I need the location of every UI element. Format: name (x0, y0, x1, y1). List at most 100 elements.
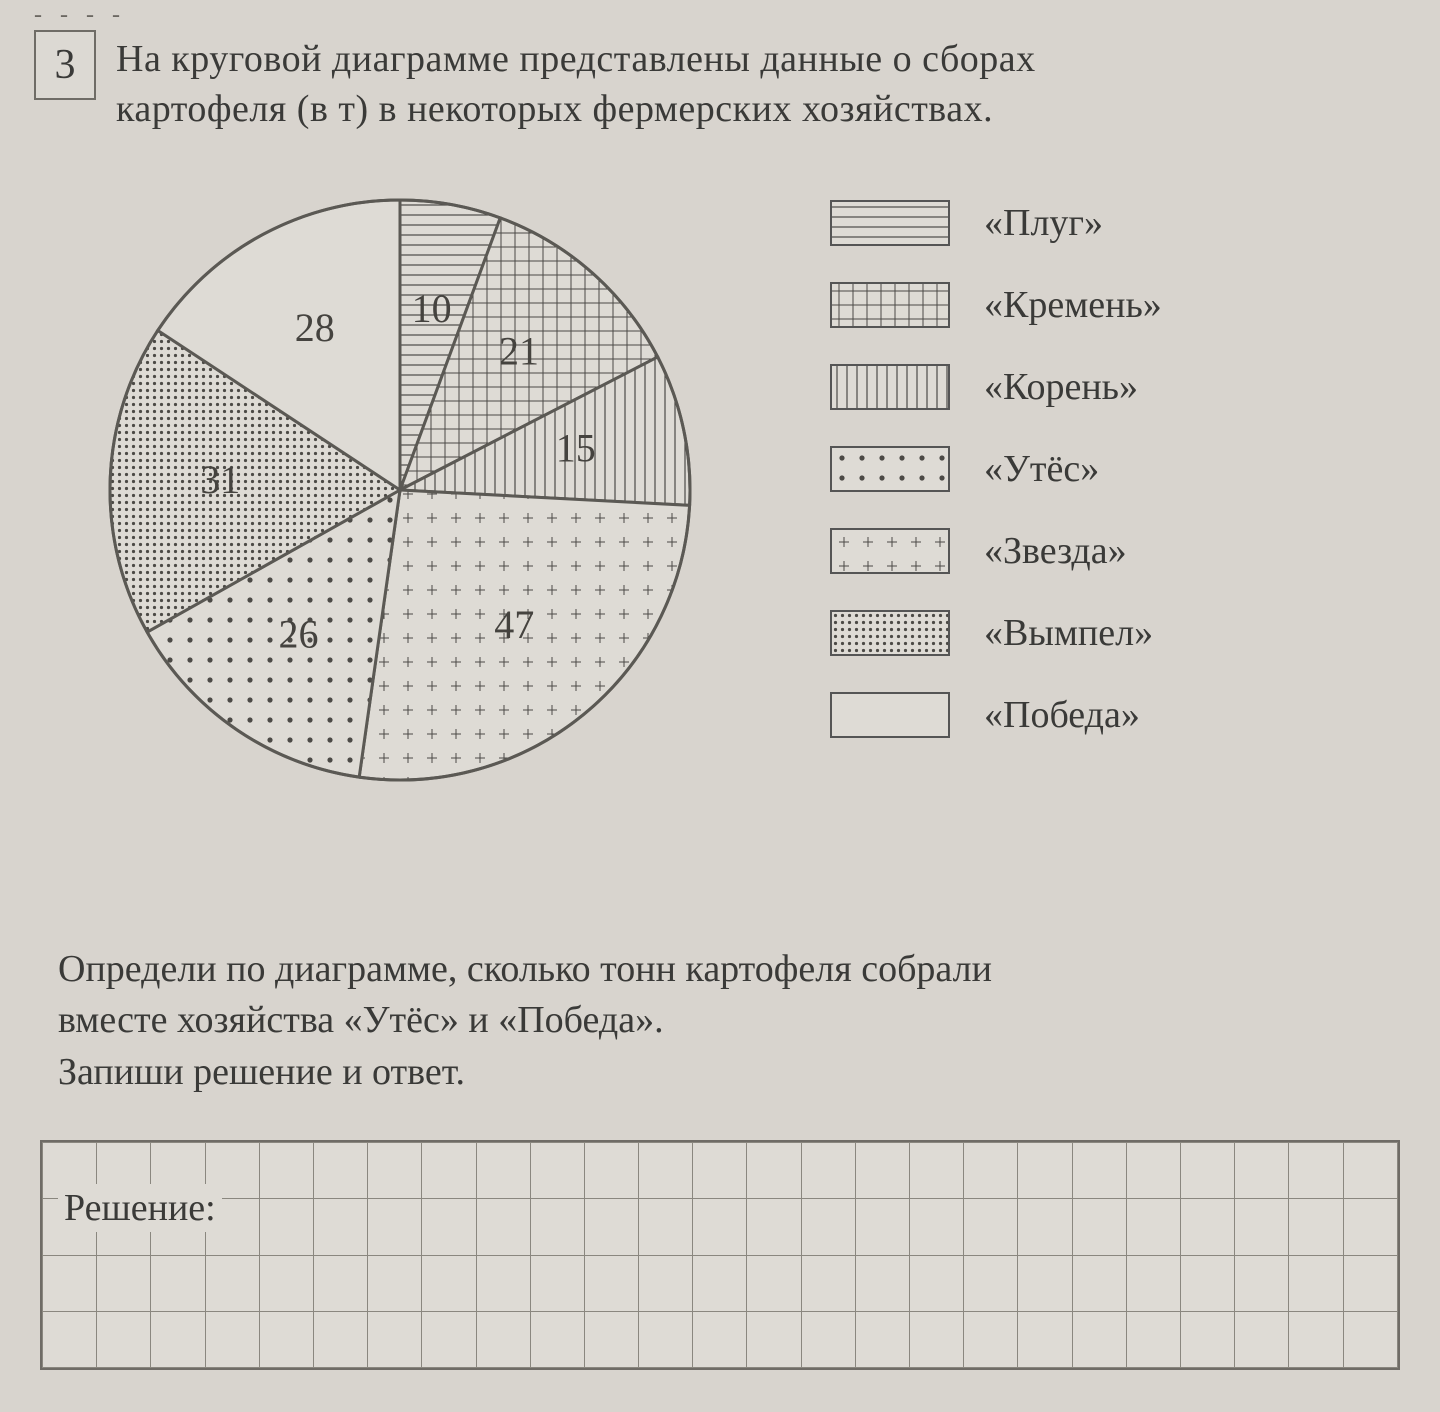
answer-grid-cell[interactable] (1018, 1199, 1072, 1255)
answer-grid-cell[interactable] (97, 1255, 151, 1311)
answer-grid-cell[interactable] (1235, 1255, 1289, 1311)
answer-grid-cell[interactable] (1126, 1143, 1180, 1199)
answer-grid-cell[interactable] (368, 1199, 422, 1255)
answer-grid-cell[interactable] (584, 1143, 638, 1199)
answer-grid-cell[interactable] (801, 1199, 855, 1255)
answer-grid-cell[interactable] (1289, 1143, 1343, 1199)
answer-grid-cell[interactable] (1235, 1311, 1289, 1367)
answer-grid-cell[interactable] (801, 1255, 855, 1311)
answer-grid-cell[interactable] (964, 1199, 1018, 1255)
answer-grid-cell[interactable] (693, 1311, 747, 1367)
answer-grid-cell[interactable] (693, 1255, 747, 1311)
answer-grid-cell[interactable] (1018, 1143, 1072, 1199)
answer-grid-cell[interactable] (259, 1143, 313, 1199)
legend-row: «Вымпел» (830, 610, 1390, 656)
answer-grid-cell[interactable] (313, 1143, 367, 1199)
answer-grid-cell[interactable] (639, 1255, 693, 1311)
answer-grid-cell[interactable] (422, 1311, 476, 1367)
answer-grid-cell[interactable] (205, 1311, 259, 1367)
answer-grid-cell[interactable] (476, 1143, 530, 1199)
answer-grid-cell[interactable] (205, 1255, 259, 1311)
answer-grid-cell[interactable] (639, 1143, 693, 1199)
answer-grid-cell[interactable] (530, 1311, 584, 1367)
answer-grid-cell[interactable] (368, 1143, 422, 1199)
answer-grid-cell[interactable] (910, 1255, 964, 1311)
answer-grid-cell[interactable] (422, 1199, 476, 1255)
answer-grid-cell[interactable] (530, 1143, 584, 1199)
answer-grid-cell[interactable] (476, 1255, 530, 1311)
legend-swatch (830, 364, 950, 410)
answer-grid-cell[interactable] (1343, 1311, 1398, 1367)
answer-grid-cell[interactable] (368, 1311, 422, 1367)
answer-grid-cell[interactable] (43, 1255, 97, 1311)
answer-grid-cell[interactable] (584, 1255, 638, 1311)
answer-grid-cell[interactable] (1289, 1199, 1343, 1255)
answer-grid-cell[interactable] (530, 1255, 584, 1311)
answer-grid-cell[interactable] (1343, 1199, 1398, 1255)
answer-grid-cell[interactable] (855, 1143, 909, 1199)
answer-grid-cell[interactable] (97, 1311, 151, 1367)
answer-grid-cell[interactable] (259, 1255, 313, 1311)
answer-grid-cell[interactable] (1180, 1311, 1234, 1367)
answer-grid-cell[interactable] (1235, 1143, 1289, 1199)
answer-grid-cell[interactable] (964, 1311, 1018, 1367)
answer-grid-cell[interactable] (855, 1199, 909, 1255)
answer-grid-cell[interactable] (801, 1311, 855, 1367)
answer-grid-cell[interactable] (1126, 1199, 1180, 1255)
answer-grid-cell[interactable] (1126, 1311, 1180, 1367)
answer-grid-cell[interactable] (313, 1311, 367, 1367)
answer-grid-cell[interactable] (910, 1199, 964, 1255)
answer-grid-cell[interactable] (259, 1199, 313, 1255)
instruction-line-2: вместе хозяйства «Утёс» и «Победа». (58, 999, 664, 1041)
answer-grid-cell[interactable] (1289, 1311, 1343, 1367)
answer-grid-cell[interactable] (639, 1199, 693, 1255)
legend-label: «Плуг» (984, 201, 1103, 245)
answer-grid-cell[interactable] (1072, 1311, 1126, 1367)
legend-label: «Утёс» (984, 447, 1099, 491)
answer-grid-cell[interactable] (964, 1143, 1018, 1199)
answer-grid-cell[interactable] (747, 1199, 801, 1255)
answer-grid-cell[interactable] (1343, 1143, 1398, 1199)
answer-grid-cell[interactable] (747, 1311, 801, 1367)
answer-grid-cell[interactable] (910, 1311, 964, 1367)
legend-row: «Победа» (830, 692, 1390, 738)
answer-grid-cell[interactable] (1180, 1255, 1234, 1311)
answer-grid-cell[interactable] (747, 1255, 801, 1311)
answer-grid-cell[interactable] (1180, 1199, 1234, 1255)
answer-grid-cell[interactable] (1018, 1255, 1072, 1311)
answer-grid-cell[interactable] (1018, 1311, 1072, 1367)
answer-grid-cell[interactable] (259, 1311, 313, 1367)
answer-grid-cell[interactable] (1072, 1143, 1126, 1199)
answer-grid-cell[interactable] (422, 1143, 476, 1199)
answer-grid-cell[interactable] (530, 1199, 584, 1255)
answer-grid-cell[interactable] (368, 1255, 422, 1311)
answer-grid-cell[interactable] (1180, 1143, 1234, 1199)
answer-grid-cell[interactable] (1126, 1255, 1180, 1311)
answer-grid-cell[interactable] (1072, 1255, 1126, 1311)
answer-grid-cell[interactable] (476, 1199, 530, 1255)
answer-grid-cell[interactable] (151, 1255, 205, 1311)
answer-grid-cell[interactable] (1343, 1255, 1398, 1311)
answer-grid-cell[interactable] (747, 1143, 801, 1199)
answer-grid-cell[interactable] (584, 1199, 638, 1255)
answer-grid-cell[interactable] (1072, 1199, 1126, 1255)
answer-grid-cell[interactable] (476, 1311, 530, 1367)
pie-slice-label: 28 (295, 305, 335, 350)
answer-grid-cell[interactable] (964, 1255, 1018, 1311)
task-number-box: 3 (34, 30, 96, 100)
answer-grid-cell[interactable] (43, 1311, 97, 1367)
answer-grid-cell[interactable] (584, 1311, 638, 1367)
answer-grid-cell[interactable] (151, 1311, 205, 1367)
answer-grid-cell[interactable] (1289, 1255, 1343, 1311)
answer-grid-cell[interactable] (693, 1199, 747, 1255)
answer-grid-cell[interactable] (855, 1255, 909, 1311)
answer-grid-cell[interactable] (422, 1255, 476, 1311)
answer-grid-cell[interactable] (1235, 1199, 1289, 1255)
answer-grid-cell[interactable] (639, 1311, 693, 1367)
answer-grid-cell[interactable] (313, 1199, 367, 1255)
answer-grid-cell[interactable] (313, 1255, 367, 1311)
answer-grid-cell[interactable] (693, 1143, 747, 1199)
answer-grid-cell[interactable] (910, 1143, 964, 1199)
answer-grid-cell[interactable] (801, 1143, 855, 1199)
answer-grid-cell[interactable] (855, 1311, 909, 1367)
